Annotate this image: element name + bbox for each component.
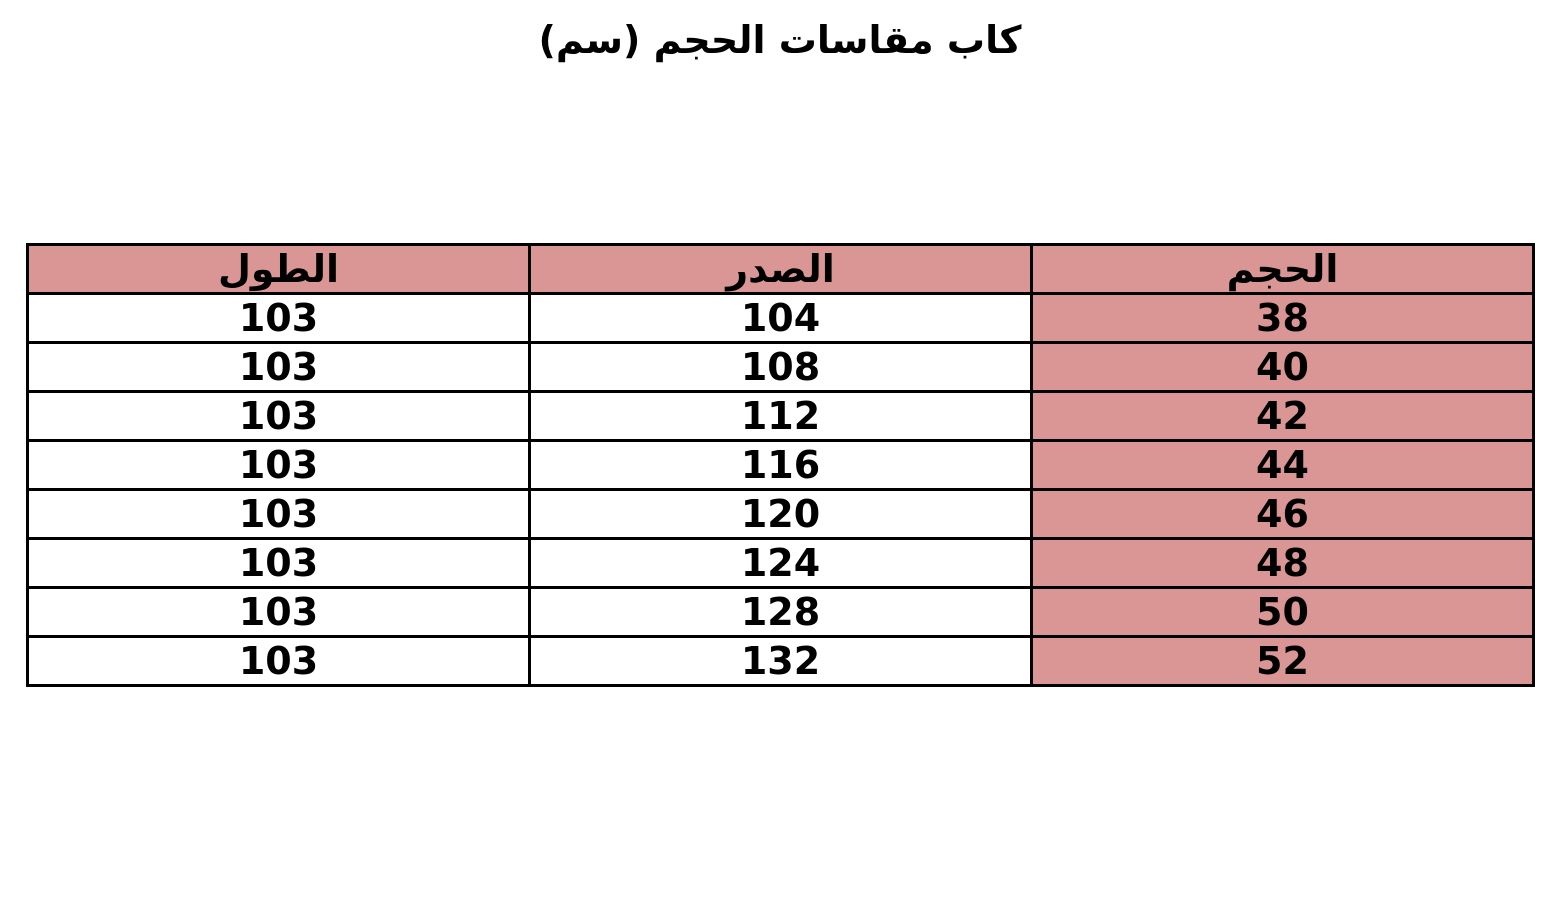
table-row: 40 108 103 [26,341,1535,393]
cell-size: 48 [1030,537,1535,589]
cell-length: 103 [26,537,531,589]
cell-size: 40 [1030,341,1535,393]
cell-size: 50 [1030,586,1535,638]
cell-length: 103 [26,488,531,540]
table-row: 48 124 103 [26,537,1535,589]
cell-chest: 112 [528,390,1033,442]
cell-chest: 104 [528,292,1033,344]
table-row: 42 112 103 [26,390,1535,442]
cell-chest: 116 [528,439,1033,491]
cell-length: 103 [26,390,531,442]
table-row: 46 120 103 [26,488,1535,540]
cell-chest: 132 [528,635,1033,687]
cell-size: 52 [1030,635,1535,687]
cell-size: 38 [1030,292,1535,344]
cell-length: 103 [26,292,531,344]
table-row: 52 132 103 [26,635,1535,687]
cell-chest: 108 [528,341,1033,393]
header-chest: الصدر [528,243,1033,295]
header-size: الحجم [1030,243,1535,295]
cell-length: 103 [26,341,531,393]
cell-length: 103 [26,635,531,687]
table-row: 38 104 103 [26,292,1535,344]
cell-size: 44 [1030,439,1535,491]
table-row: 44 116 103 [26,439,1535,491]
table-row: 50 128 103 [26,586,1535,638]
cell-chest: 120 [528,488,1033,540]
header-length: الطول [26,243,531,295]
cell-size: 42 [1030,390,1535,442]
header-row: الحجم الصدر الطول [26,243,1535,295]
cell-size: 46 [1030,488,1535,540]
page-title: كاب مقاسات الحجم (سم) [538,18,1022,62]
cell-length: 103 [26,439,531,491]
size-chart-table: الحجم الصدر الطول 38 104 103 40 108 103 42 112 1… [26,243,1535,687]
cell-length: 103 [26,586,531,638]
cell-chest: 124 [528,537,1033,589]
cell-chest: 128 [528,586,1033,638]
